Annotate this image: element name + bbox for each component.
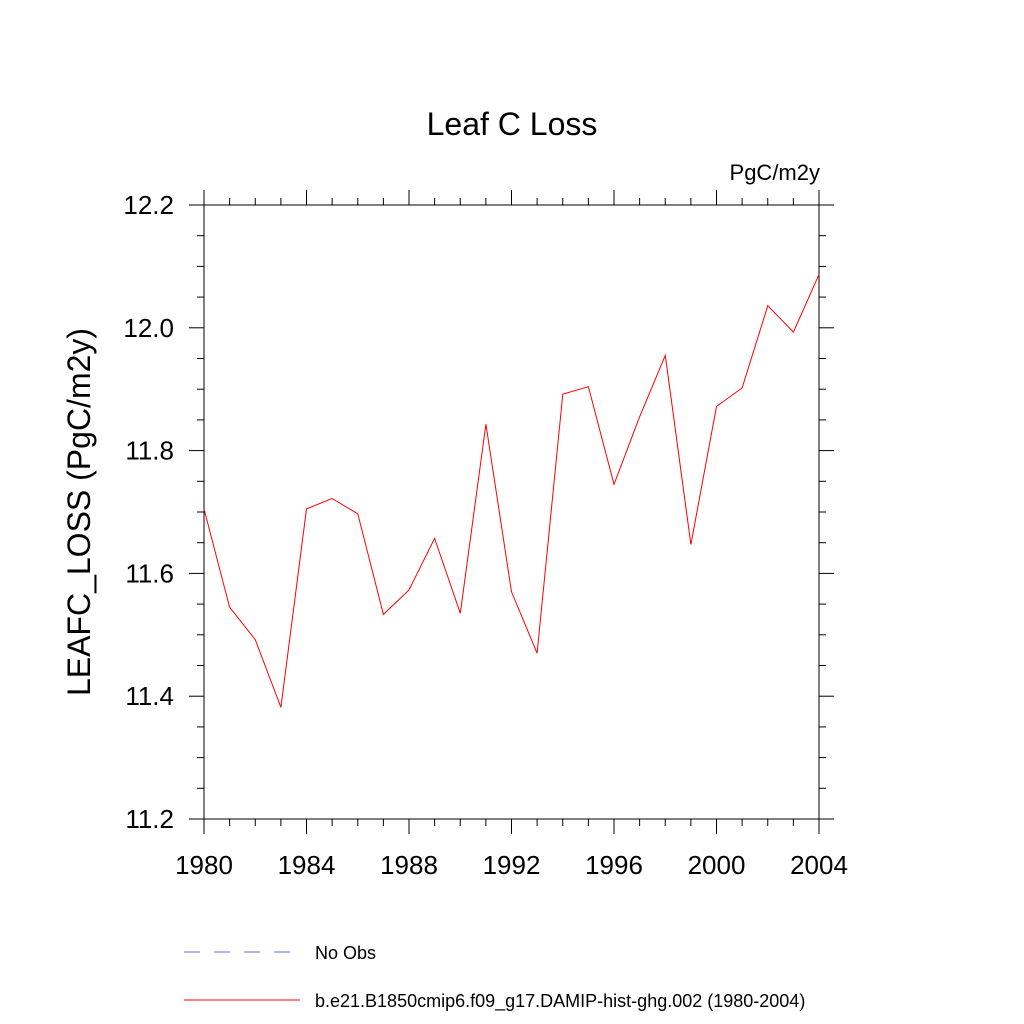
x-tick-label: 2004 (790, 850, 848, 880)
series-line (203, 274, 820, 708)
y-tick-label: 11.8 (125, 436, 174, 466)
y-tick-label: 11.4 (125, 681, 174, 711)
y-tick-label: 12.2 (123, 190, 174, 220)
y-axis-label: LEAFC_LOSS (PgC/m2y) (61, 328, 97, 696)
x-tick-label: 1988 (380, 850, 438, 880)
legend: No Obs b.e21.B1850cmip6.f09_g17.DAMIP-his… (184, 943, 805, 1012)
y-tick-label: 12.0 (123, 313, 174, 343)
y-tick-label: 11.2 (125, 804, 174, 834)
series-layer (203, 274, 820, 708)
minor-ticks (197, 198, 826, 826)
x-tick-label: 1996 (585, 850, 643, 880)
y-axis-ticks: 11.2 11.4 11.6 11.8 12.0 12.2 (123, 190, 834, 834)
x-tick-label: 1984 (278, 850, 336, 880)
chart-title: Leaf C Loss (427, 106, 598, 142)
x-axis-ticks: 1980 1984 1988 1992 1996 2000 2004 (175, 190, 848, 880)
units-label: PgC/m2y (730, 160, 820, 185)
legend-label: No Obs (315, 943, 376, 963)
y-tick-label: 11.6 (125, 558, 174, 588)
legend-label: b.e21.B1850cmip6.f09_g17.DAMIP-hist-ghg.… (315, 991, 805, 1012)
plot-frame (203, 204, 820, 820)
x-tick-label: 1980 (175, 850, 233, 880)
x-tick-label: 1992 (483, 850, 541, 880)
x-tick-label: 2000 (688, 850, 746, 880)
